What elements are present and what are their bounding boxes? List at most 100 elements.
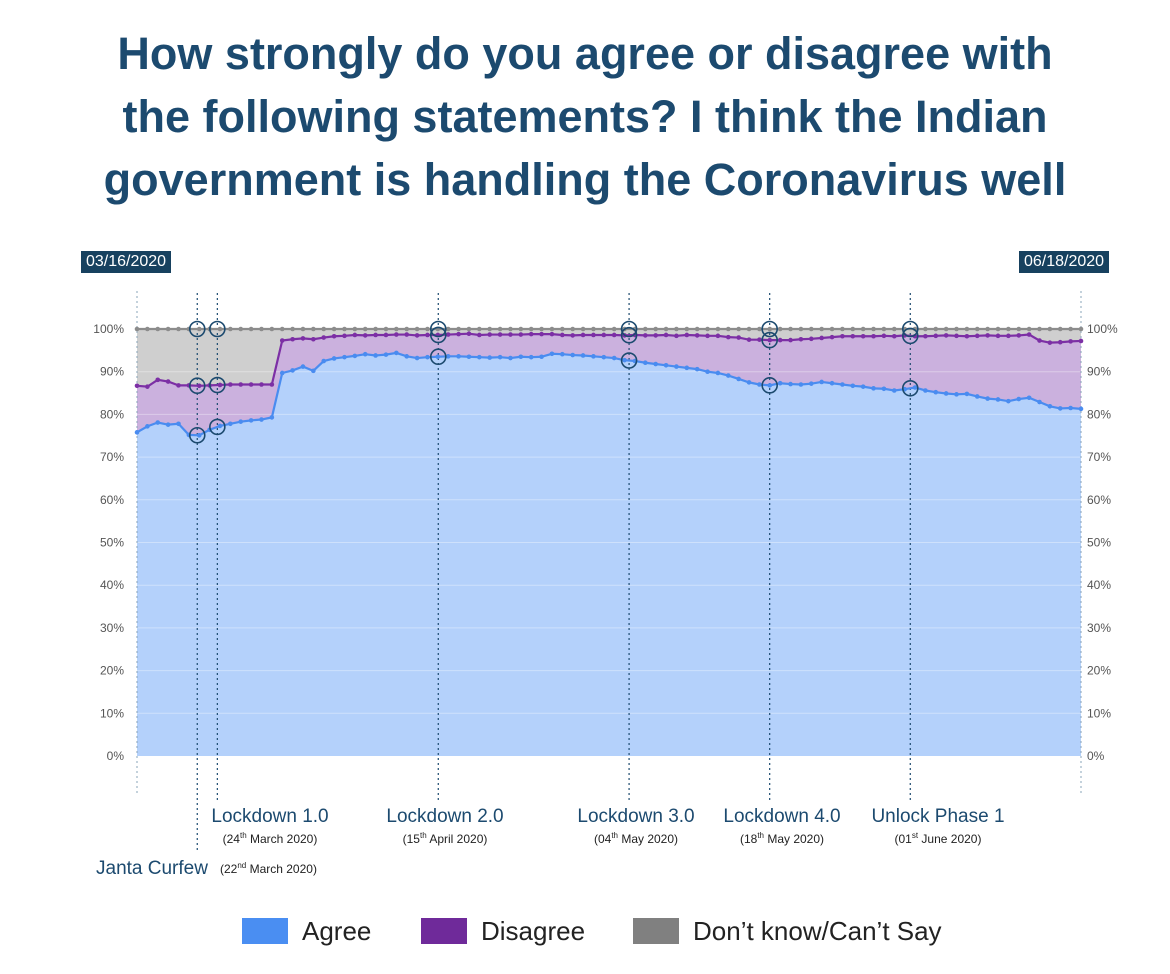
agree-point bbox=[228, 421, 233, 427]
disagree-point bbox=[259, 382, 264, 387]
agree-point bbox=[912, 385, 918, 390]
event-ring-marker bbox=[620, 326, 638, 344]
end-date-badge: 06/18/2020 bbox=[1019, 251, 1110, 273]
agree-point bbox=[923, 388, 928, 393]
dontknow-point bbox=[736, 326, 741, 332]
agree-point bbox=[508, 355, 513, 361]
disagree-point bbox=[611, 332, 617, 338]
disagree-point bbox=[279, 338, 285, 343]
chart-title: How strongly do you agree or disagree wi… bbox=[0, 22, 1170, 211]
disagree-point bbox=[974, 333, 980, 339]
disagree-point bbox=[176, 383, 181, 388]
disagree-point bbox=[819, 335, 824, 341]
agree-point bbox=[808, 381, 814, 386]
dontknow-point bbox=[1006, 326, 1011, 332]
event-ring-marker bbox=[761, 320, 778, 338]
dontknow-point bbox=[788, 326, 793, 332]
chart-title-line: How strongly do you agree or disagree wi… bbox=[117, 28, 1053, 79]
disagree-point bbox=[445, 332, 451, 337]
agree-point bbox=[217, 423, 223, 429]
y-tick-label-right: 10% bbox=[1087, 706, 1111, 720]
disagree-point bbox=[248, 382, 254, 387]
event-ring-marker bbox=[901, 327, 919, 345]
agree-point bbox=[798, 382, 804, 387]
chart-title-line: government is handling the Coronavirus w… bbox=[103, 154, 1067, 205]
agree-point bbox=[777, 380, 783, 386]
dontknow-point bbox=[477, 326, 482, 332]
agree-point bbox=[601, 354, 607, 360]
dontknow-point bbox=[414, 326, 420, 332]
agree-point bbox=[435, 354, 441, 360]
disagree-point bbox=[788, 337, 793, 343]
agree-point bbox=[725, 373, 731, 378]
disagree-point bbox=[933, 333, 939, 339]
chart-title-line: the following statements? I think the In… bbox=[122, 91, 1048, 142]
event-ring-marker bbox=[620, 352, 638, 369]
disagree-point bbox=[331, 333, 337, 339]
disagree-point bbox=[196, 383, 202, 389]
disagree-point bbox=[560, 332, 565, 338]
dontknow-point bbox=[725, 326, 731, 332]
disagree-point bbox=[425, 332, 430, 338]
event-ring-marker bbox=[429, 326, 447, 344]
y-tick-label-left: 20% bbox=[100, 664, 124, 678]
disagree-point bbox=[497, 332, 503, 337]
agree-point bbox=[394, 350, 399, 356]
agree-point bbox=[331, 356, 337, 361]
agree-point bbox=[539, 354, 544, 360]
agree-point bbox=[404, 354, 410, 359]
dontknow-point bbox=[528, 326, 534, 332]
event-ring-marker bbox=[209, 418, 226, 436]
disagree-point bbox=[228, 382, 233, 387]
legend-item-disagree: Disagree bbox=[421, 913, 585, 949]
disagree-point bbox=[487, 332, 493, 337]
event-ring-marker bbox=[901, 379, 919, 397]
dontknow-point bbox=[808, 326, 814, 332]
y-tick-label-right: 20% bbox=[1087, 664, 1111, 678]
dontknow-point bbox=[445, 326, 451, 332]
disagree-point bbox=[808, 336, 814, 342]
disagree-point bbox=[591, 332, 596, 338]
y-tick-label-left: 60% bbox=[100, 493, 124, 507]
disagree-point bbox=[580, 332, 586, 338]
disagree-point bbox=[995, 333, 1001, 339]
dontknow-point bbox=[767, 326, 773, 332]
dontknow-point bbox=[705, 326, 710, 332]
disagree-point bbox=[466, 331, 472, 336]
event-ring-marker bbox=[901, 320, 919, 338]
agree-point bbox=[300, 364, 306, 369]
agree-point bbox=[497, 354, 503, 360]
legend-swatch-agree bbox=[242, 918, 288, 944]
disagree-point bbox=[477, 332, 482, 338]
dontknow-point bbox=[165, 326, 171, 332]
agree-point bbox=[352, 353, 358, 359]
disagree-point bbox=[539, 331, 544, 337]
event-ring-marker bbox=[620, 320, 638, 338]
dontknow-point bbox=[570, 326, 575, 332]
disagree-point bbox=[352, 332, 358, 338]
disagree-point bbox=[943, 333, 949, 338]
dontknow-point bbox=[269, 326, 275, 332]
agree-point bbox=[694, 366, 700, 372]
area-disagree bbox=[137, 333, 1081, 436]
dontknow-point bbox=[134, 326, 140, 332]
disagree-point bbox=[684, 332, 690, 338]
event-label: Janta Curfew bbox=[96, 858, 208, 879]
dontknow-point bbox=[663, 326, 669, 332]
dontknow-point bbox=[466, 326, 472, 332]
event-label: Lockdown 3.0 bbox=[577, 806, 694, 827]
dontknow-point bbox=[715, 326, 721, 332]
dontknow-point bbox=[331, 326, 337, 332]
agree-point bbox=[611, 355, 617, 361]
dontknow-point bbox=[674, 326, 679, 332]
disagree-point bbox=[155, 377, 161, 383]
agree-point bbox=[238, 419, 244, 424]
agree-point bbox=[663, 362, 669, 368]
y-tick-label-right: 70% bbox=[1087, 450, 1111, 464]
dontknow-point bbox=[694, 326, 700, 332]
disagree-point bbox=[373, 332, 378, 338]
disagree-point bbox=[1026, 332, 1032, 337]
agree-point bbox=[165, 422, 171, 427]
agree-point bbox=[321, 358, 327, 364]
agree-point bbox=[1016, 396, 1022, 402]
